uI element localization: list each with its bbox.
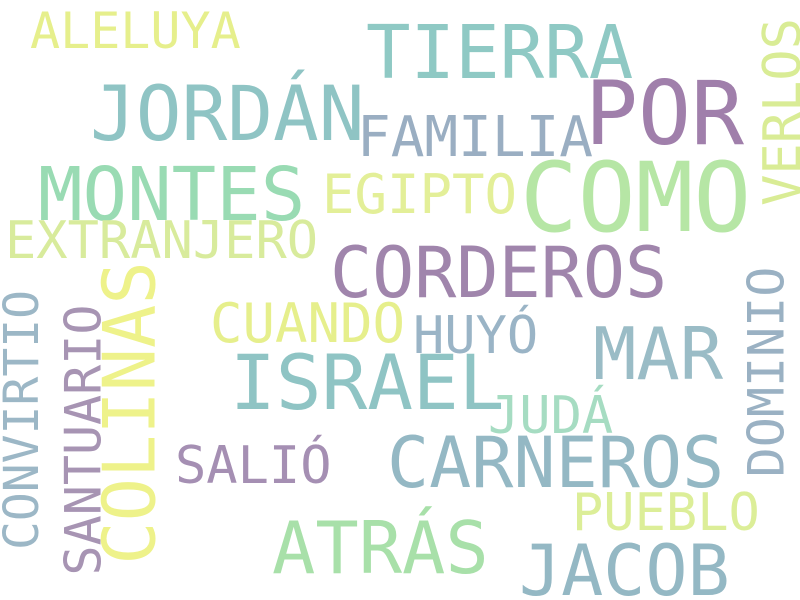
word-atras: ATRÁS xyxy=(272,506,489,590)
word-convirtio: CONVIRTIÓ xyxy=(0,289,51,551)
word-aleluya: ALELUYA xyxy=(30,2,241,60)
word-jordan: JORDÁN xyxy=(90,69,365,158)
word-dominio: DOMINIO xyxy=(737,266,796,478)
word-tierra: TIERRA xyxy=(366,10,634,96)
word-extranjero: EXTRANJERO xyxy=(5,211,319,271)
word-familia: FAMILIA xyxy=(357,105,594,170)
word-israel: ISRAEL xyxy=(230,338,505,427)
word-pueblo: PUEBLO xyxy=(572,483,760,543)
word-verlos: VERLOS xyxy=(752,18,800,206)
word-cuando: CUANDO xyxy=(210,292,406,355)
word-corderos: CORDEROS xyxy=(330,232,668,314)
word-huyo: HUYÓ xyxy=(413,306,539,366)
word-carneros: CARNEROS xyxy=(387,422,725,504)
word-mar: MAR xyxy=(593,312,724,396)
word-como: COMO xyxy=(520,142,752,254)
word-salio: SALIÓ xyxy=(175,436,332,496)
word-santuario: SANTUARIO xyxy=(54,304,113,576)
word-egipto: EGIPTO xyxy=(322,163,518,226)
word-jacob: JACOB xyxy=(519,530,730,600)
word-juda: JUDÁ xyxy=(488,386,614,446)
word-montes: MONTES xyxy=(38,152,306,238)
word-por: POR xyxy=(585,62,744,165)
